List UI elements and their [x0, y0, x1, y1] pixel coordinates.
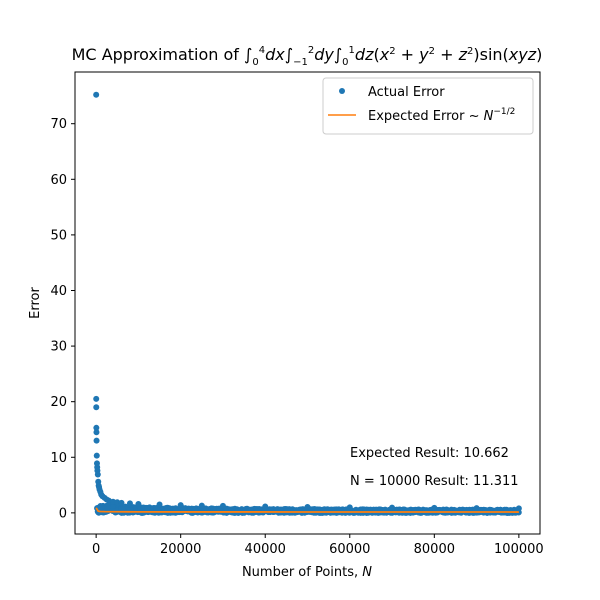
scatter-point: [93, 429, 100, 436]
y-tick-label: 50: [50, 228, 67, 243]
scatter-point: [262, 503, 269, 510]
scatter-point: [473, 505, 480, 512]
scatter-point: [156, 501, 163, 508]
scatter-point: [144, 505, 151, 512]
y-tick-label: 60: [50, 173, 67, 188]
y-tick-label: 0: [59, 506, 67, 521]
series-actual-error: [93, 91, 522, 512]
x-axis-ticks: 0 20000 40000 60000 80000 100000: [92, 534, 544, 557]
scatter-point: [93, 437, 100, 444]
scatter-point: [198, 502, 205, 509]
x-axis-label: Number of Points, N: [242, 565, 372, 580]
scatter-point: [346, 504, 353, 511]
x-tick-label: 80000: [414, 542, 455, 557]
y-tick-label: 30: [50, 340, 67, 355]
y-tick-label: 10: [50, 451, 67, 466]
scatter-point: [296, 508, 303, 515]
scatter-point: [93, 395, 100, 402]
series-expected-error-line: [95, 507, 519, 513]
scatter-point: [389, 504, 396, 511]
legend-label-actual-error: Actual Error: [368, 85, 445, 100]
annotation-n-result: N = 10000 Result: 11.311: [350, 474, 519, 489]
legend-label-expected-error: Expected Error ~ N−1/2: [368, 107, 515, 124]
scatter-point: [93, 424, 100, 431]
scatter-point: [377, 506, 384, 513]
scatter-point: [93, 452, 100, 459]
scatter-point: [118, 499, 125, 506]
y-tick-label: 40: [50, 284, 67, 299]
scatter-point: [164, 505, 171, 512]
axes-frame: [74, 71, 541, 535]
scatter-point: [135, 500, 142, 507]
x-tick-label: 20000: [160, 542, 201, 557]
chart-title: MC Approximation of ∫04dx∫−12dy∫01dz(x2 …: [72, 45, 543, 68]
x-tick-label: 0: [92, 542, 100, 557]
scatter-point: [304, 504, 311, 511]
scatter-point: [94, 471, 101, 478]
y-axis-label: Error: [28, 287, 43, 319]
scatter-point: [126, 500, 133, 507]
y-tick-label: 20: [50, 395, 67, 410]
legend-marker-actual-error: [339, 88, 345, 94]
x-tick-label: 40000: [245, 542, 286, 557]
scatter-point: [336, 506, 343, 513]
scatter-point: [93, 91, 100, 98]
scatter-point: [431, 504, 438, 511]
scatter-point: [177, 502, 184, 509]
legend-box: [322, 77, 534, 135]
x-tick-label: 60000: [329, 542, 370, 557]
x-tick-label: 100000: [494, 542, 544, 557]
scatter-point: [192, 506, 199, 513]
scatter-point: [219, 502, 226, 509]
legend: Actual Error Expected Error ~ N−1/2: [322, 77, 534, 135]
scatter-point: [93, 404, 100, 411]
scatter-point: [515, 505, 522, 512]
plot-area: [93, 91, 522, 516]
y-tick-label: 70: [50, 117, 67, 132]
y-axis-ticks: 0 10 20 30 40 50 60 70: [50, 117, 75, 521]
scatter-point: [284, 508, 291, 515]
scatter-point: [104, 504, 111, 511]
annotation-expected-result: Expected Result: 10.662: [350, 446, 509, 461]
